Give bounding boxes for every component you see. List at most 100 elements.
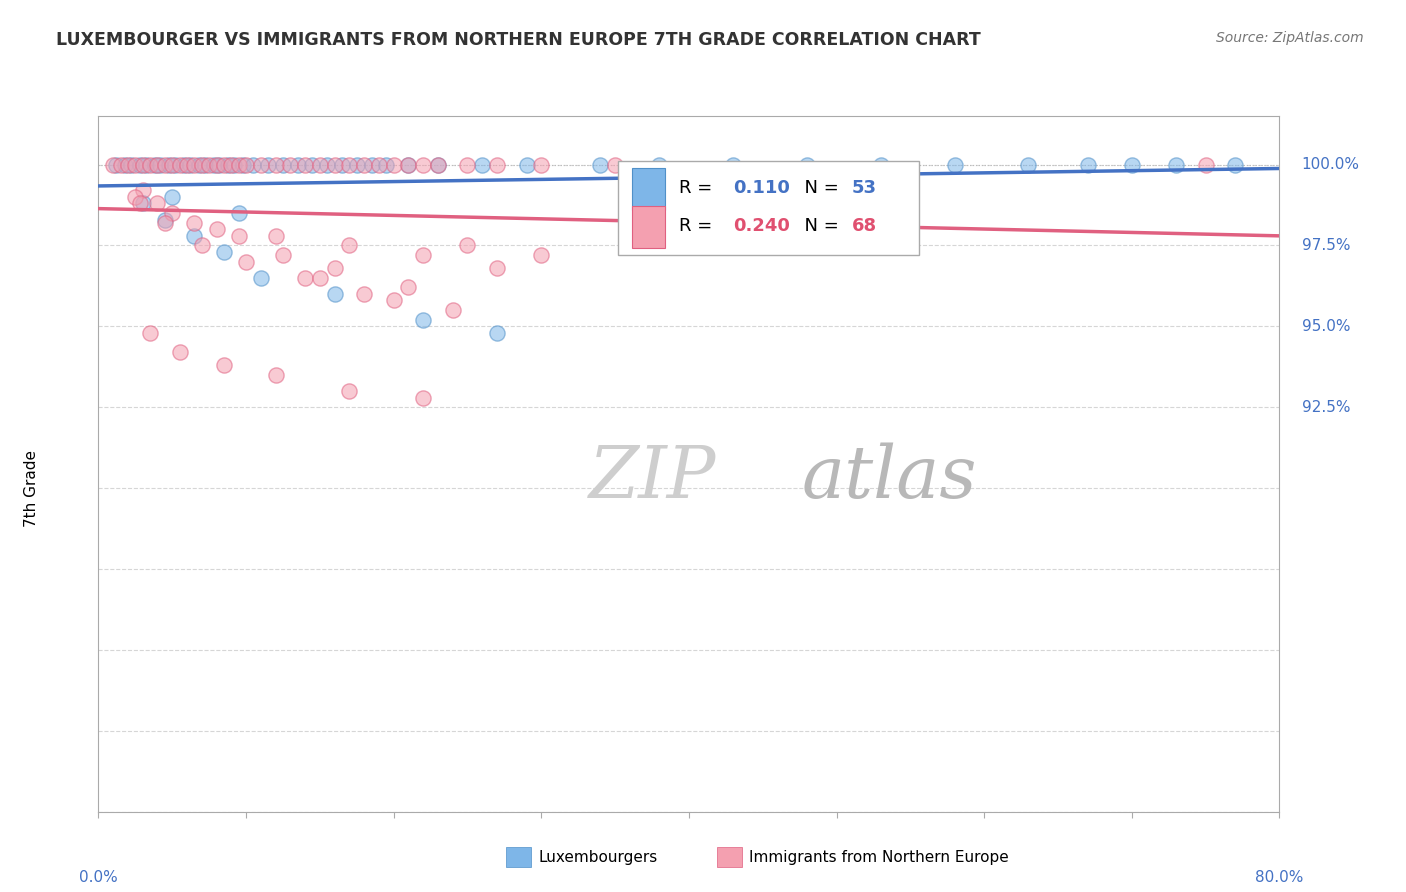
Point <box>139 157 162 171</box>
Point <box>183 228 205 243</box>
Point <box>516 157 538 171</box>
Point <box>124 190 146 204</box>
Text: 100.0%: 100.0% <box>1302 157 1360 172</box>
Text: R =: R = <box>679 217 718 235</box>
Point <box>228 206 250 220</box>
Point <box>146 196 169 211</box>
Point <box>648 157 671 171</box>
Point <box>194 157 217 171</box>
Text: Immigrants from Northern Europe: Immigrants from Northern Europe <box>749 850 1010 864</box>
Point <box>486 326 509 340</box>
Point <box>412 157 434 171</box>
Point <box>530 157 553 171</box>
Text: 68: 68 <box>852 217 877 235</box>
Point <box>191 157 214 171</box>
Point <box>202 157 225 171</box>
Point <box>235 157 257 171</box>
Point <box>179 157 201 171</box>
Point <box>228 228 250 243</box>
Point <box>796 157 818 171</box>
Point <box>337 384 360 398</box>
Point <box>368 157 391 171</box>
Bar <box>633 206 665 248</box>
Point <box>235 254 257 268</box>
Point <box>427 157 450 171</box>
Point <box>316 157 339 171</box>
Point <box>183 157 205 171</box>
Point <box>132 183 155 197</box>
Point <box>294 270 316 285</box>
Point <box>198 157 221 171</box>
Point <box>360 157 382 171</box>
Point <box>396 157 419 171</box>
Point <box>294 157 316 171</box>
Point <box>124 157 146 171</box>
Point <box>1195 157 1218 171</box>
Point <box>412 313 434 327</box>
Text: 0.110: 0.110 <box>733 178 790 196</box>
Point <box>228 157 250 171</box>
Point <box>139 326 162 340</box>
Point <box>396 157 419 171</box>
Point <box>153 216 176 230</box>
Point <box>278 157 302 171</box>
Text: 92.5%: 92.5% <box>1302 400 1350 415</box>
Point <box>412 391 434 405</box>
Point <box>162 206 183 220</box>
Text: 95.0%: 95.0% <box>1302 318 1350 334</box>
Point <box>323 157 346 171</box>
Point <box>337 238 360 252</box>
Point <box>132 196 155 211</box>
Point <box>287 157 309 171</box>
Point <box>110 157 132 171</box>
Point <box>530 248 553 262</box>
Point <box>153 157 176 171</box>
Point <box>157 157 180 171</box>
Point <box>128 196 150 211</box>
Point <box>242 157 264 171</box>
Point <box>183 216 205 230</box>
Point <box>212 244 235 259</box>
FancyBboxPatch shape <box>619 161 920 255</box>
Text: 97.5%: 97.5% <box>1302 238 1350 253</box>
Point <box>1077 157 1099 171</box>
Point <box>208 157 231 171</box>
Point <box>128 157 150 171</box>
Point <box>441 303 464 318</box>
Point <box>264 228 287 243</box>
Text: LUXEMBOURGER VS IMMIGRANTS FROM NORTHERN EUROPE 7TH GRADE CORRELATION CHART: LUXEMBOURGER VS IMMIGRANTS FROM NORTHERN… <box>56 31 981 49</box>
Point <box>1223 157 1246 171</box>
Point <box>219 157 243 171</box>
Point <box>117 157 139 171</box>
Point <box>301 157 323 171</box>
Text: 80.0%: 80.0% <box>1256 870 1303 885</box>
Point <box>257 157 280 171</box>
Point <box>471 157 494 171</box>
Point <box>146 157 169 171</box>
Point <box>309 270 332 285</box>
Text: N =: N = <box>793 178 845 196</box>
Point <box>486 261 509 276</box>
Point <box>456 238 478 252</box>
Point <box>103 157 125 171</box>
Point <box>869 157 891 171</box>
Point <box>224 157 246 171</box>
Point <box>353 157 375 171</box>
Point <box>105 157 128 171</box>
Text: Source: ZipAtlas.com: Source: ZipAtlas.com <box>1216 31 1364 45</box>
Point <box>153 212 176 227</box>
Point <box>176 157 198 171</box>
Point <box>250 157 273 171</box>
Point <box>173 157 195 171</box>
Point <box>205 222 228 236</box>
Point <box>309 157 332 171</box>
Text: 0.0%: 0.0% <box>79 870 118 885</box>
Text: ZIP: ZIP <box>589 442 716 513</box>
Point <box>191 238 214 252</box>
Point <box>1017 157 1039 171</box>
Point <box>132 157 155 171</box>
Point <box>1121 157 1143 171</box>
Point <box>143 157 166 171</box>
Point <box>382 293 405 308</box>
Point <box>169 345 191 359</box>
